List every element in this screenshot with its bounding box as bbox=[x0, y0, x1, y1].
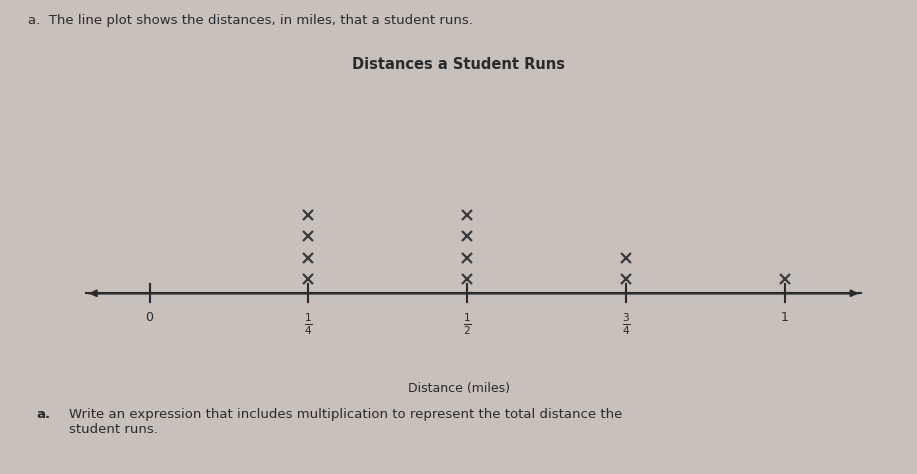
Text: Write an expression that includes multiplication to represent the total distance: Write an expression that includes multip… bbox=[69, 408, 622, 436]
Text: 0: 0 bbox=[146, 311, 154, 324]
Text: a.: a. bbox=[37, 408, 50, 420]
Text: $\frac{3}{4}$: $\frac{3}{4}$ bbox=[622, 311, 631, 337]
Text: a.  The line plot shows the distances, in miles, that a student runs.: a. The line plot shows the distances, in… bbox=[28, 14, 472, 27]
Text: $\frac{1}{2}$: $\frac{1}{2}$ bbox=[463, 311, 471, 337]
Text: $\frac{1}{4}$: $\frac{1}{4}$ bbox=[304, 311, 313, 337]
Text: Distance (miles): Distance (miles) bbox=[407, 382, 510, 394]
Text: 1: 1 bbox=[781, 311, 789, 324]
Text: Distances a Student Runs: Distances a Student Runs bbox=[352, 57, 565, 72]
